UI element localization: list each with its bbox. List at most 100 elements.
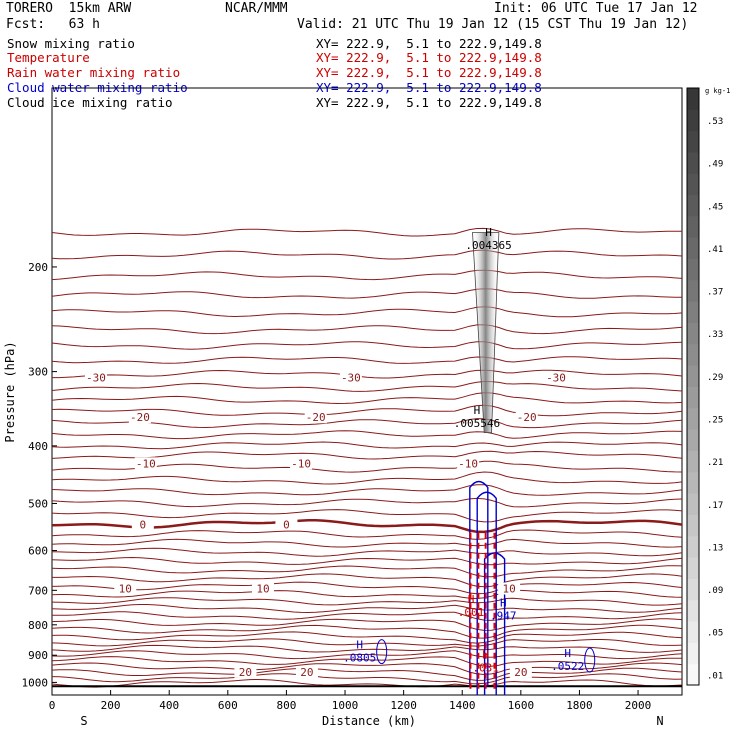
temperature-contour-line (51, 644, 683, 653)
temperature-label: 20 (300, 666, 313, 679)
axis-ticks: 0 200 400 600 800 1000 1200 1400 1600 1800 2000200… (22, 261, 652, 712)
temperature-label-bg (295, 665, 318, 678)
temperature-contour-line (51, 249, 683, 260)
temperature-contour-line (51, 662, 683, 676)
maximum-marker: H (468, 593, 475, 606)
colorbar-cell (687, 301, 699, 324)
temperature-contour-line (51, 441, 683, 450)
temperature-contour-line (51, 667, 683, 681)
colorbar-cell (687, 194, 699, 217)
maximum-marker: H (564, 647, 571, 660)
y-tick-label: 200 (28, 261, 48, 274)
y-axis-title: Pressure (hPa) (3, 341, 17, 442)
legend-cloud-ice-xy: XY= 222.9, 5.1 to 222.9,149.8 (316, 95, 542, 110)
colorbar-cell (687, 88, 699, 110)
temperature-label-bg (128, 411, 151, 424)
south-label: S (80, 714, 87, 728)
colorbar-label: .17 (707, 501, 723, 511)
temperature-label-bg (339, 371, 362, 384)
maximum-value: .947 (490, 609, 517, 622)
temperature-contour-line (51, 538, 683, 548)
temperature-label-bg (275, 518, 298, 531)
temperature-contour-line (51, 650, 683, 660)
temperature-label-bg (114, 582, 137, 595)
temperature-contour-line (51, 638, 683, 647)
temperature-label: -30 (341, 372, 361, 385)
maximum-marker: H (500, 596, 507, 609)
temperature-label-bg (545, 371, 567, 384)
y-tick-label: 700 (28, 584, 48, 597)
temperature-label-bg (84, 371, 107, 384)
temperature-contour-line (51, 404, 683, 417)
temperature-label: -10 (458, 457, 478, 470)
x-tick-label: 600 (218, 699, 238, 712)
colorbar-cell (687, 407, 699, 430)
y-tick-label: 1000 (22, 676, 49, 689)
temperature-contour-line (51, 565, 683, 578)
temperature-contour-line (52, 369, 683, 379)
temperature-contour-line (51, 597, 683, 606)
model-title: TORERO 15km ARW (6, 1, 132, 16)
colorbar-cell (687, 343, 699, 366)
temperature-label: 20 (514, 666, 527, 679)
legend-snow-xy: XY= 222.9, 5.1 to 222.9,149.8 (316, 36, 542, 51)
x-tick-label: 1200 (390, 699, 417, 712)
temperature-label: 10 (502, 582, 515, 595)
colorbar-label: .05 (707, 629, 723, 639)
legend-rain-xy: XY= 222.9, 5.1 to 222.9,149.8 (316, 65, 542, 80)
colorbar-label: .13 (707, 543, 723, 553)
snow-shading (472, 232, 500, 434)
legend-snow: Snow mixing ratio (7, 36, 135, 51)
y-tick-label: 500 (28, 497, 48, 510)
colorbar-cell (687, 237, 699, 260)
maximum-value: .0805 (343, 652, 376, 665)
temperature-contour-line (51, 380, 683, 392)
colorbar-cell (687, 471, 699, 494)
snow-plume (472, 232, 500, 434)
temperature-label: -30 (86, 372, 106, 385)
maximum-value: .004365 (465, 239, 511, 252)
colorbar-label: .37 (707, 288, 723, 298)
colorbar-cell (687, 599, 699, 622)
temperature-contour-line (51, 306, 683, 318)
colorbar-label: .53 (707, 117, 723, 127)
temperature-label: -10 (136, 457, 156, 470)
colorbar-unit: g kg-1 (705, 87, 730, 95)
colorbar: .01 .05 .09 .13 .17 .21 .25 .29 .33 .37 .41 .45 .49.… (686, 87, 723, 686)
colorbar-label: .25 (707, 415, 723, 425)
temperature-contour-line (51, 418, 683, 429)
colorbar-cell (687, 557, 699, 579)
temperature-contour-line (51, 604, 683, 614)
colorbar-label: .49 (707, 160, 723, 170)
temperature-contour-line (51, 269, 683, 281)
colorbar-cell (687, 151, 699, 174)
colorbar-cell (687, 578, 699, 601)
colorbar-label: .21 (707, 458, 723, 468)
north-label: N (656, 714, 663, 728)
temperature-label-bg (498, 582, 521, 595)
temperature-contour-line (51, 678, 683, 688)
colorbar-cell (687, 386, 699, 409)
contour-labels: -30 -30 -30 -20 -20 -20 -10 -10 -10 0 0 10 10 10 20 20 2… (84, 226, 584, 679)
maximum-marker: H (485, 226, 492, 239)
temperature-label-bg (509, 665, 532, 678)
x-tick-label: 400 (159, 699, 179, 712)
cloud-water-contour (476, 491, 497, 695)
colorbar-label: .45 (707, 202, 723, 212)
colorbar-cell (687, 663, 699, 686)
x-tick-label: 200 (101, 699, 121, 712)
temperature-contour-line (51, 392, 683, 405)
temperature-label-bg (234, 665, 257, 678)
temperature-contour-line (51, 356, 683, 364)
temperature-label: -20 (306, 411, 326, 424)
colorbar-label: .01 (707, 671, 723, 681)
init-time: Init: 06 UTC Tue 17 Jan 12 (494, 1, 698, 16)
legend-temperature-xy: XY= 222.9, 5.1 to 222.9,149.8 (316, 50, 542, 65)
colorbar-cell (687, 514, 699, 537)
rain-contours (469, 532, 496, 693)
x-tick-label: 2000 (625, 699, 652, 712)
x-tick-label: 1400 (449, 699, 476, 712)
maximum-value: .001 (458, 606, 485, 619)
colorbar-cell (687, 429, 699, 451)
